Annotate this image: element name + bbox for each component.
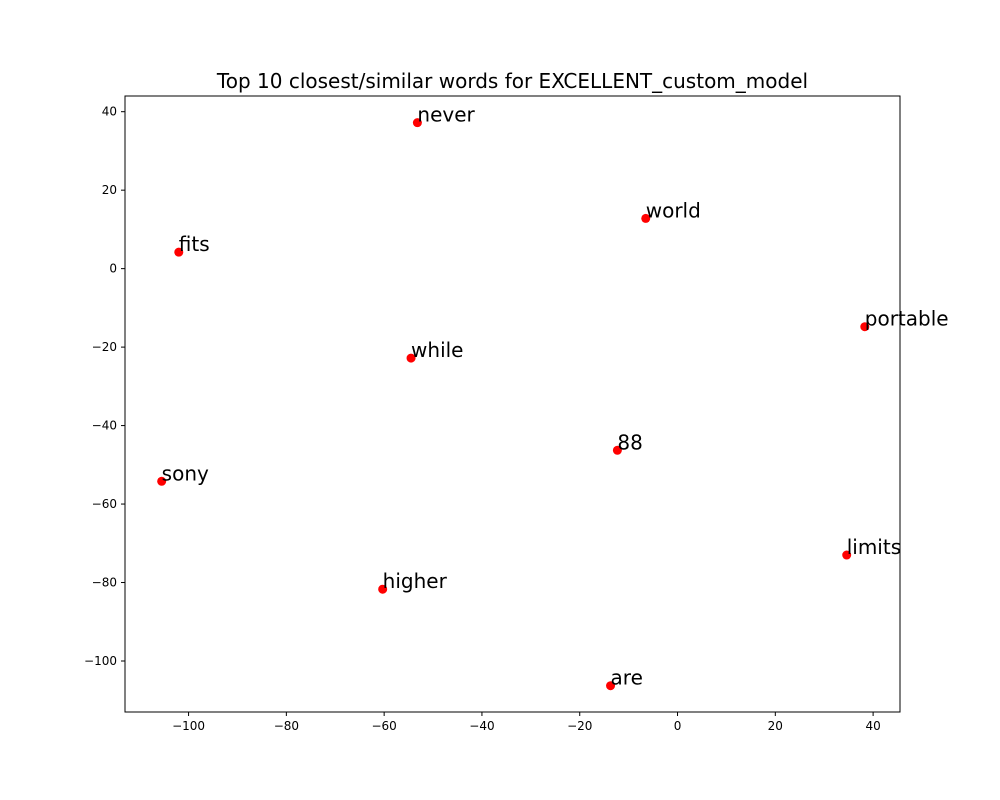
y-tick-label: −100 <box>84 654 117 668</box>
data-point <box>606 681 616 691</box>
x-tick-label: −80 <box>274 719 299 733</box>
data-point <box>406 353 416 363</box>
point-group: while <box>406 338 463 363</box>
x-tick-label: −20 <box>567 719 592 733</box>
x-tick-label: 40 <box>865 719 880 733</box>
data-point <box>612 445 622 455</box>
point-label: 88 <box>617 430 642 454</box>
data-points: never world fits portable while 88 sony limits h… <box>157 103 949 691</box>
data-point <box>860 322 870 332</box>
point-label: are <box>611 666 643 690</box>
data-point <box>412 118 422 128</box>
point-group: higher <box>378 569 448 594</box>
point-label: limits <box>847 535 901 559</box>
point-label: sony <box>162 461 209 485</box>
plot-area-frame <box>124 95 901 713</box>
point-label: fits <box>179 232 210 256</box>
point-group: limits <box>842 535 901 560</box>
data-point <box>842 550 852 560</box>
point-label: higher <box>383 569 448 593</box>
data-point <box>641 213 651 223</box>
point-group: world <box>641 198 701 223</box>
point-label: portable <box>865 307 949 331</box>
point-label: never <box>417 103 475 127</box>
y-tick-label: 40 <box>102 105 117 119</box>
point-group: are <box>606 666 643 691</box>
y-tick-label: −60 <box>92 497 117 511</box>
point-group: fits <box>174 232 210 257</box>
point-label: world <box>646 198 701 222</box>
point-group: portable <box>860 307 949 332</box>
data-point <box>378 584 388 594</box>
chart-title: Top 10 closest/similar words for EXCELLE… <box>216 69 808 93</box>
point-label: while <box>411 338 463 362</box>
data-point <box>157 476 167 486</box>
y-tick-label: 0 <box>109 262 117 276</box>
x-tick-label: 0 <box>674 719 682 733</box>
y-tick-label: 20 <box>102 183 117 197</box>
point-group: never <box>412 103 476 128</box>
point-group: 88 <box>612 430 643 455</box>
y-tick-label: −40 <box>92 419 117 433</box>
axis-ticks: −100 −80 −60 −40 −20 0 20 40 −100 −80 −60 −40 −20 0 20… <box>84 105 881 733</box>
x-tick-label: 20 <box>768 719 783 733</box>
data-point <box>174 247 184 257</box>
y-tick-label: −80 <box>92 576 117 590</box>
x-tick-label: −40 <box>469 719 494 733</box>
y-tick-label: −20 <box>92 340 117 354</box>
point-group: sony <box>157 461 209 486</box>
x-tick-label: −60 <box>371 719 396 733</box>
x-tick-label: −100 <box>172 719 205 733</box>
